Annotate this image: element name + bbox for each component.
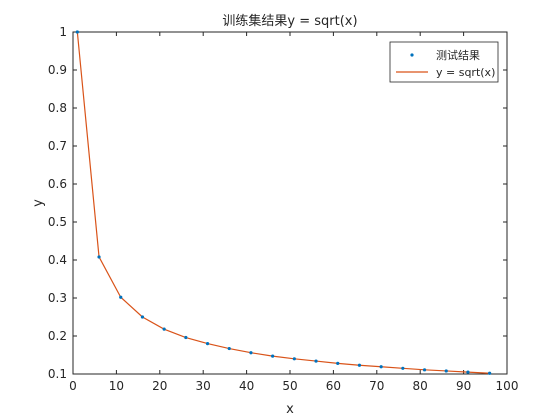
y-tick-label: 1 (59, 25, 67, 39)
data-point-test (227, 346, 231, 351)
data-point-test (379, 365, 383, 369)
y-tick-label: 0.6 (48, 177, 67, 191)
legend: 测试结果 y = sqrt(x) (389, 41, 499, 83)
x-tick-label: 40 (239, 379, 254, 393)
data-point-test (97, 255, 101, 259)
x-axis-label: x (286, 402, 294, 417)
x-tick-label: 0 (69, 379, 77, 393)
y-tick-label: 0.4 (48, 253, 67, 267)
y-tick-label: 0.9 (48, 63, 67, 77)
x-tick-label: 50 (282, 379, 297, 393)
y-tick-label: 0.8 (48, 101, 67, 115)
data-point-test (444, 369, 448, 373)
plot-area (72, 31, 508, 375)
y-tick-label: 0.1 (48, 367, 67, 381)
data-point-test (401, 366, 405, 370)
data-point-test (422, 368, 427, 372)
series-layer (75, 30, 492, 375)
data-point-test (140, 315, 145, 319)
data-point-test (336, 361, 340, 365)
data-point-test (119, 295, 123, 299)
data-point-test (357, 363, 362, 367)
legend-label-test: 测试结果 (436, 49, 480, 62)
axis-ticks: 0 10 20 30 40 50 60 70 80 90 100 0.1 0.2 0.3 0.4 0.5 0.6… (48, 25, 519, 393)
legend-marker-test (410, 53, 414, 57)
x-tick-label: 30 (196, 379, 211, 393)
x-tick-label: 100 (496, 379, 519, 393)
data-point-test (488, 371, 492, 375)
chart-title: 训练集结果y = sqrt(x) (222, 13, 357, 29)
data-point-test (249, 351, 253, 355)
y-tick-label: 0.2 (48, 329, 67, 343)
legend-box (389, 41, 499, 83)
data-point-test (314, 359, 318, 363)
data-point-test (466, 370, 470, 374)
x-tick-label: 60 (326, 379, 341, 393)
x-tick-label: 90 (456, 379, 471, 393)
x-tick-label: 20 (152, 379, 167, 393)
y-tick-label: 0.7 (48, 139, 67, 153)
x-tick-label: 70 (369, 379, 384, 393)
data-point-test (271, 354, 275, 358)
y-tick-label: 0.3 (48, 291, 67, 305)
data-point-test (205, 342, 210, 346)
legend-label-sqrt: y = sqrt(x) (436, 66, 495, 79)
data-point-test (75, 30, 79, 34)
x-tick-label: 80 (413, 379, 428, 393)
data-point-test (184, 335, 188, 340)
data-point-test (162, 327, 166, 331)
data-point-test (292, 357, 296, 361)
x-tick-label: 10 (109, 379, 124, 393)
y-tick-label: 0.5 (48, 215, 67, 229)
series-line-sqrt (76, 31, 490, 374)
y-axis-label: y (31, 199, 46, 207)
